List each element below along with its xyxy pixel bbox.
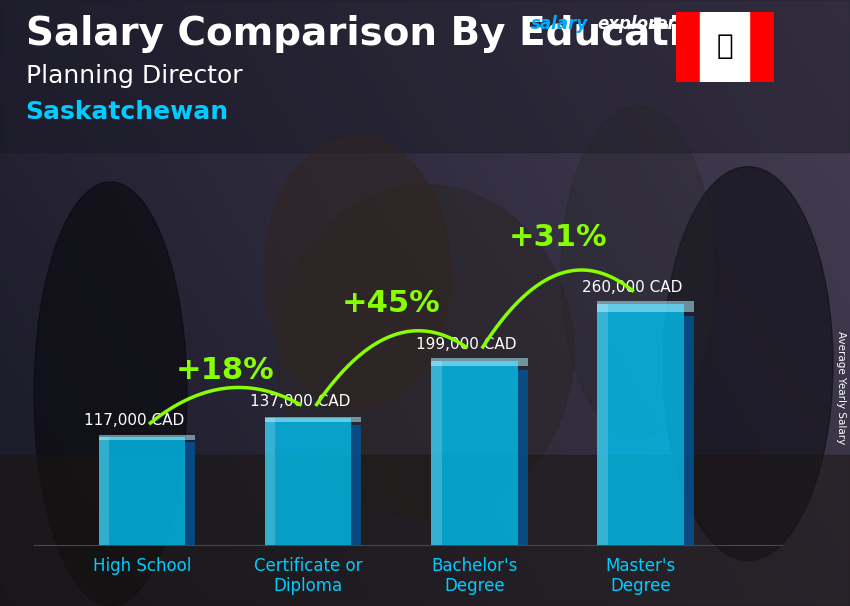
Bar bbox=[676, 12, 700, 82]
Ellipse shape bbox=[561, 106, 714, 439]
FancyBboxPatch shape bbox=[265, 416, 361, 422]
Ellipse shape bbox=[276, 185, 574, 518]
FancyBboxPatch shape bbox=[265, 418, 275, 545]
Bar bbox=[700, 12, 749, 82]
Ellipse shape bbox=[264, 136, 450, 409]
Text: Planning Director: Planning Director bbox=[26, 64, 242, 88]
Text: 117,000 CAD: 117,000 CAD bbox=[83, 413, 184, 428]
FancyBboxPatch shape bbox=[99, 437, 185, 545]
Text: Average Yearly Salary: Average Yearly Salary bbox=[836, 331, 846, 444]
Ellipse shape bbox=[34, 182, 187, 606]
Text: +31%: +31% bbox=[508, 223, 607, 252]
Text: Saskatchewan: Saskatchewan bbox=[26, 100, 229, 124]
FancyBboxPatch shape bbox=[352, 425, 361, 545]
FancyBboxPatch shape bbox=[518, 370, 528, 545]
FancyBboxPatch shape bbox=[598, 304, 684, 545]
FancyBboxPatch shape bbox=[99, 435, 196, 440]
Text: +45%: +45% bbox=[342, 289, 441, 318]
Text: +18%: +18% bbox=[176, 356, 275, 385]
FancyBboxPatch shape bbox=[265, 418, 352, 545]
Text: 137,000 CAD: 137,000 CAD bbox=[250, 394, 350, 409]
Text: 260,000 CAD: 260,000 CAD bbox=[582, 280, 683, 295]
Text: explorer.com: explorer.com bbox=[598, 15, 719, 33]
Text: 199,000 CAD: 199,000 CAD bbox=[416, 337, 517, 351]
Ellipse shape bbox=[663, 167, 833, 561]
Text: 🍁: 🍁 bbox=[717, 32, 733, 60]
FancyBboxPatch shape bbox=[185, 442, 196, 545]
Text: salary: salary bbox=[531, 15, 588, 33]
Bar bbox=[749, 12, 774, 82]
Text: Salary Comparison By Education: Salary Comparison By Education bbox=[26, 15, 736, 53]
Bar bbox=[0, 454, 850, 606]
FancyBboxPatch shape bbox=[431, 361, 442, 545]
FancyBboxPatch shape bbox=[598, 304, 608, 545]
FancyBboxPatch shape bbox=[431, 361, 518, 545]
FancyBboxPatch shape bbox=[684, 316, 694, 545]
Bar bbox=[0, 0, 850, 152]
FancyBboxPatch shape bbox=[99, 437, 109, 545]
FancyBboxPatch shape bbox=[598, 301, 694, 311]
FancyBboxPatch shape bbox=[431, 358, 528, 367]
